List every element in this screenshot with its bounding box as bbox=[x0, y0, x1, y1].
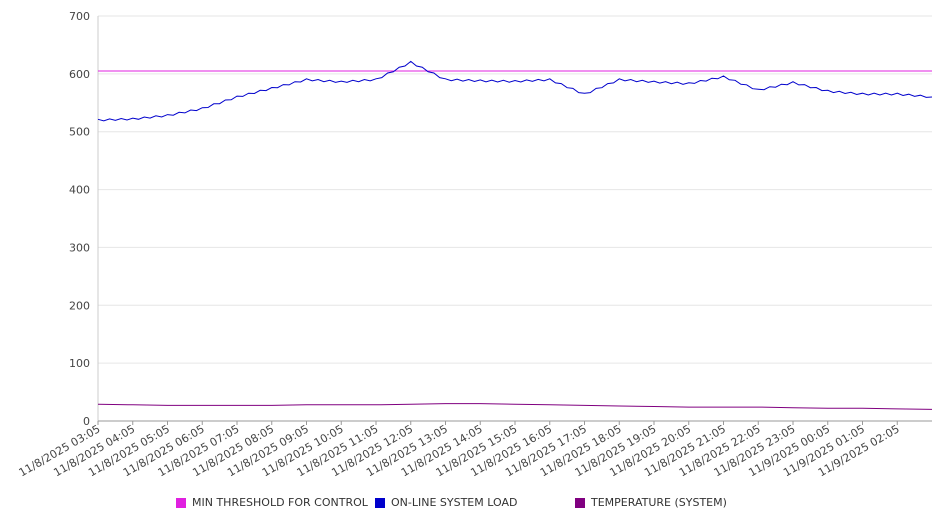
series-line-temperature bbox=[97, 403, 933, 410]
y-tick-label: 300 bbox=[69, 241, 90, 254]
series-line-system-load bbox=[97, 60, 933, 122]
series bbox=[97, 60, 933, 410]
grid bbox=[98, 15, 932, 364]
legend-swatch-min-threshold bbox=[176, 497, 186, 508]
y-tick-label: 400 bbox=[69, 184, 90, 197]
legend-label-min-threshold: MIN THRESHOLD FOR CONTROL bbox=[192, 496, 368, 509]
y-tick-label: 700 bbox=[69, 10, 90, 23]
y-tick-label: 100 bbox=[69, 357, 90, 370]
legend-label-temperature: TEMPERATURE (SYSTEM) bbox=[591, 496, 727, 509]
legend-label-system-load: ON-LINE SYSTEM LOAD bbox=[391, 496, 518, 509]
legend-item-min-threshold: MIN THRESHOLD FOR CONTROL bbox=[176, 496, 368, 509]
y-tick-label: 600 bbox=[69, 68, 90, 81]
legend-item-system-load: ON-LINE SYSTEM LOAD bbox=[375, 496, 517, 509]
legend: MIN THRESHOLD FOR CONTROL ON-LINE SYSTEM… bbox=[0, 496, 946, 516]
y-tick-label: 500 bbox=[69, 126, 90, 139]
legend-swatch-system-load bbox=[375, 497, 385, 508]
legend-swatch-temperature bbox=[575, 497, 585, 508]
y-tick-label: 0 bbox=[83, 415, 90, 428]
legend-item-temperature: TEMPERATURE (SYSTEM) bbox=[575, 496, 727, 509]
y-tick-label: 200 bbox=[69, 299, 90, 312]
